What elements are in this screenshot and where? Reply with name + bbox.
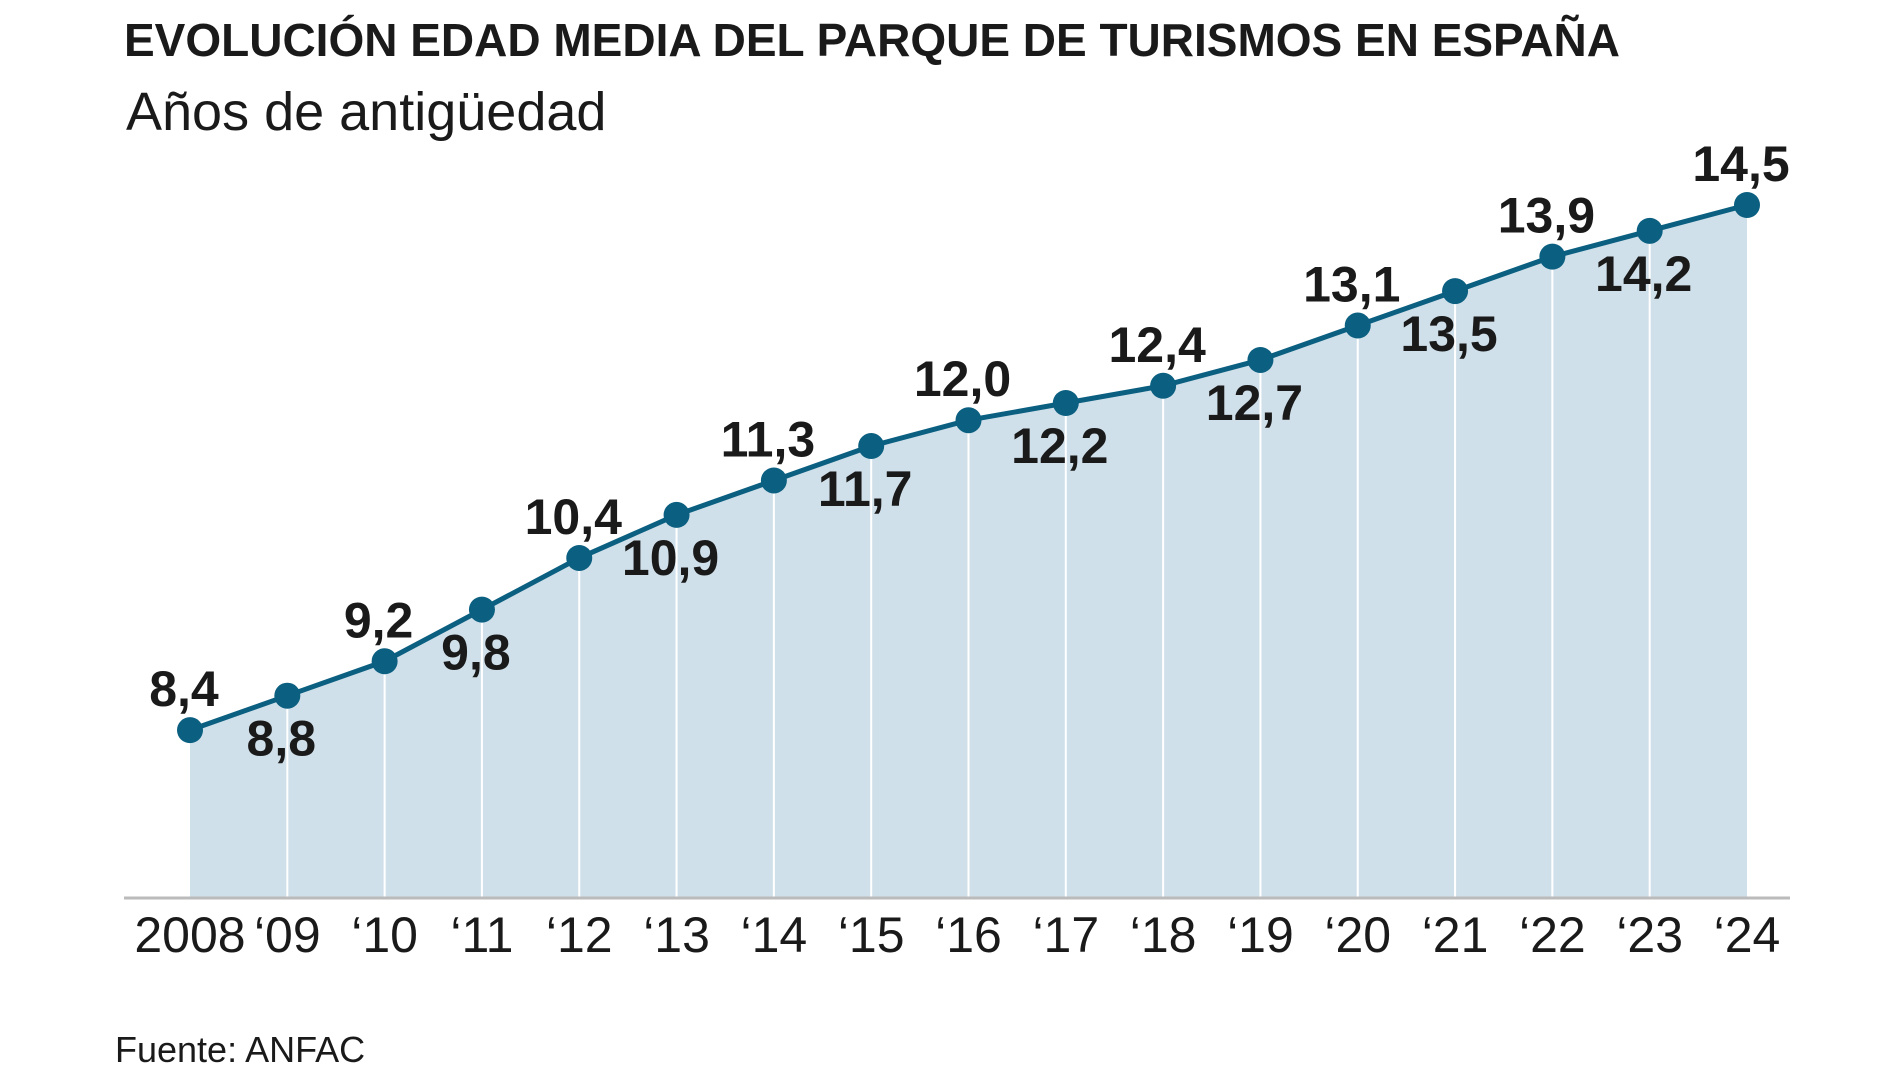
data-label: 11,3	[721, 411, 816, 467]
chart-subtitle: Años de antigüedad	[126, 82, 606, 142]
data-point	[1442, 278, 1469, 305]
x-tick-label: ‘14	[741, 907, 808, 963]
data-label: 11,7	[818, 461, 913, 517]
x-tick-label: ‘21	[1422, 907, 1489, 963]
data-label: 8,4	[149, 661, 219, 717]
data-point	[468, 596, 495, 623]
x-tick-label: ‘24	[1714, 907, 1781, 963]
x-tick-label: ‘15	[838, 907, 905, 963]
x-tick-label: ‘10	[351, 907, 418, 963]
data-label: 13,1	[1303, 257, 1400, 313]
data-point	[955, 407, 982, 434]
data-point	[858, 433, 885, 460]
data-label: 10,9	[622, 530, 719, 586]
data-point	[1539, 243, 1566, 270]
x-tick-label: ‘13	[643, 907, 710, 963]
x-tick-label: ‘16	[935, 907, 1002, 963]
x-tick-label: ‘17	[1032, 907, 1099, 963]
x-tick-label: ‘23	[1616, 907, 1683, 963]
data-point	[1636, 217, 1663, 244]
data-label: 14,2	[1595, 246, 1692, 302]
data-label: 12,2	[1011, 418, 1108, 474]
chart-title: EVOLUCIÓN EDAD MEDIA DEL PARQUE DE TURIS…	[124, 14, 1620, 66]
data-label: 13,9	[1498, 188, 1595, 244]
chart-source: Fuente: ANFAC	[115, 1029, 365, 1069]
data-point	[1247, 346, 1274, 373]
data-label: 8,8	[247, 711, 317, 767]
data-label: 12,4	[1108, 317, 1206, 373]
data-label: 9,8	[441, 625, 511, 681]
data-point	[760, 467, 787, 494]
data-label: 12,7	[1206, 375, 1303, 431]
x-tick-label: ‘19	[1227, 907, 1294, 963]
data-point	[566, 544, 593, 571]
x-tick-label: ‘22	[1519, 907, 1586, 963]
data-point	[1734, 192, 1760, 218]
data-point	[663, 501, 690, 528]
data-point	[177, 717, 203, 744]
plot-area: 8,4 2008 8,8 ‘09 9,2 ‘10 9,8 ‘11 10,4 ‘12 10,9 ‘13 1…	[124, 136, 1790, 963]
data-label: 9,2	[344, 592, 414, 648]
data-label: 10,4	[525, 489, 623, 545]
x-tick-label: ‘11	[450, 907, 513, 963]
data-point	[274, 682, 301, 709]
x-tick-label: ‘09	[254, 907, 321, 963]
data-label: 12,0	[914, 351, 1011, 407]
x-tick-label: ‘12	[546, 907, 613, 963]
data-point	[1150, 372, 1177, 399]
data-point	[1344, 312, 1371, 339]
data-point	[1052, 390, 1079, 416]
x-tick-label: ‘20	[1324, 907, 1391, 963]
data-label: 13,5	[1400, 306, 1497, 362]
x-tick-label: ‘18	[1130, 907, 1197, 963]
data-label: 14,5	[1692, 136, 1789, 192]
data-point	[371, 648, 398, 675]
x-tick-label: 2008	[134, 907, 245, 963]
